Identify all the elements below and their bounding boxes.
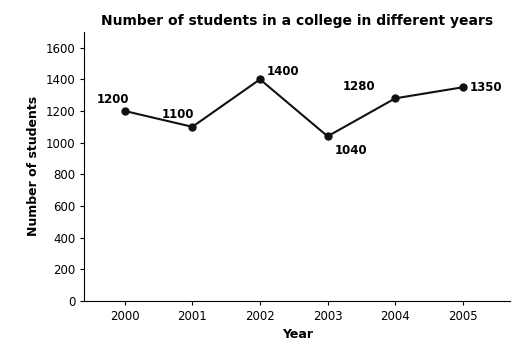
Text: 1280: 1280	[342, 80, 375, 93]
Text: 1400: 1400	[267, 65, 300, 78]
Text: 1200: 1200	[97, 93, 129, 105]
Title: Number of students in a college in different years: Number of students in a college in diffe…	[101, 14, 493, 28]
Text: 1040: 1040	[335, 144, 367, 158]
X-axis label: Year: Year	[282, 329, 312, 342]
Y-axis label: Number of students: Number of students	[27, 96, 40, 236]
Text: 1350: 1350	[470, 81, 502, 95]
Text: 1100: 1100	[162, 108, 194, 121]
